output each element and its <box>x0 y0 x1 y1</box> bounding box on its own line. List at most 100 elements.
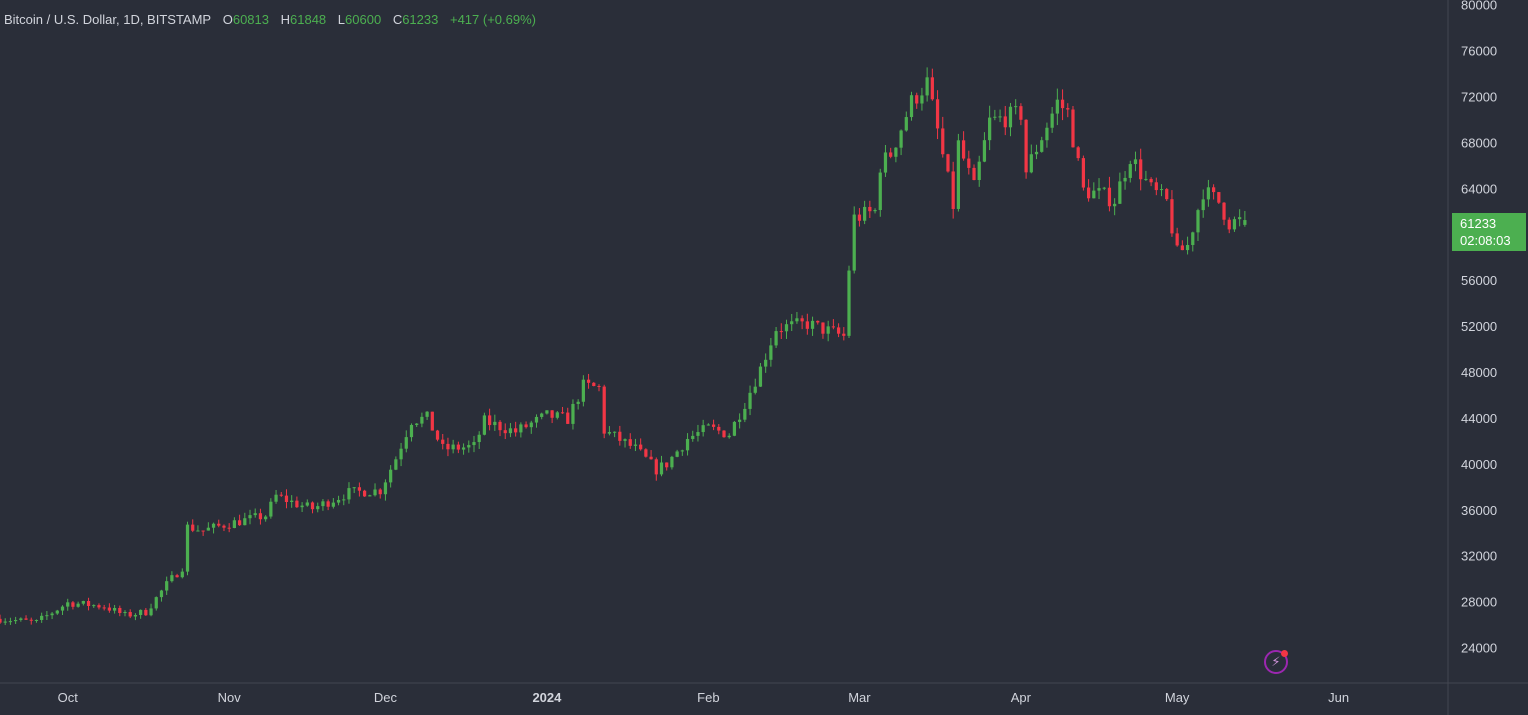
candle-body <box>784 324 789 332</box>
candle-body <box>446 443 450 450</box>
candle-body <box>284 495 289 503</box>
candle-body <box>373 489 377 496</box>
candle-body <box>1133 159 1138 165</box>
candle-body <box>961 140 966 159</box>
candle-body <box>1050 113 1054 128</box>
candle-body <box>1055 99 1059 114</box>
candle-body <box>274 494 278 502</box>
candle-body <box>982 140 987 162</box>
candle-body <box>461 447 466 450</box>
candle-body <box>1201 199 1205 211</box>
candle-body <box>1113 203 1117 207</box>
high-key: H <box>280 12 291 27</box>
candle-body <box>675 451 679 457</box>
candle-body <box>717 426 721 431</box>
candle-body <box>1222 202 1226 220</box>
candle-body <box>222 525 226 528</box>
candle-body <box>477 434 481 443</box>
lightning-bolt-icon[interactable]: ⚡ <box>1264 650 1288 674</box>
candle-body <box>232 520 237 529</box>
candle-body <box>170 575 174 582</box>
candle-body <box>988 117 992 141</box>
candle-body <box>805 321 809 329</box>
high-value: 61848 <box>290 12 327 27</box>
candle-body <box>1040 140 1044 152</box>
candle-body <box>149 608 153 616</box>
candle-body <box>290 500 294 503</box>
candle-body <box>399 448 403 460</box>
candle-body <box>404 437 408 449</box>
candle-body <box>748 392 752 409</box>
candle-body <box>659 462 664 475</box>
symbol-title: Bitcoin / U.S. Dollar, 1D, BITSTAMP <box>4 12 212 27</box>
candle-body <box>899 130 903 148</box>
candle-body <box>571 403 575 424</box>
candle-body <box>180 571 184 578</box>
candle-body <box>1144 178 1148 180</box>
x-tick-label: Apr <box>1011 690 1032 705</box>
candle-body <box>680 450 684 452</box>
candle-body <box>628 439 632 446</box>
candle-body <box>685 438 690 451</box>
y-tick-label: 32000 <box>1461 549 1497 564</box>
candle-body <box>1227 219 1231 230</box>
candle-body <box>753 386 757 393</box>
candle-body <box>55 610 59 614</box>
candle-body <box>50 613 54 616</box>
candle-body <box>529 422 533 428</box>
candle-body <box>409 424 414 438</box>
y-tick-label: 24000 <box>1461 641 1497 656</box>
candle-body <box>243 518 247 526</box>
candle-body <box>779 331 783 333</box>
candle-body <box>389 469 393 483</box>
candle-body <box>1159 189 1164 191</box>
candle-body <box>159 590 164 598</box>
candle-body <box>857 214 862 221</box>
candle-body <box>1118 181 1122 204</box>
candle-body <box>8 621 13 623</box>
y-tick-label: 36000 <box>1461 503 1497 518</box>
candle-body <box>493 421 497 426</box>
candle-body <box>118 607 122 613</box>
candle-body <box>769 345 773 360</box>
candle-body <box>191 524 195 531</box>
symbol-legend: Bitcoin / U.S. Dollar, 1D, BITSTAMP O608… <box>4 12 536 27</box>
candle-body <box>920 95 924 104</box>
candle-body <box>1217 192 1221 203</box>
candle-body <box>128 612 132 617</box>
candle-body <box>816 320 820 323</box>
last-price-label: 61233 02:08:03 <box>1452 213 1526 251</box>
candle-body <box>196 530 200 532</box>
candle-body <box>623 439 627 441</box>
y-tick-label: 76000 <box>1461 44 1497 59</box>
candle-body <box>889 152 893 157</box>
candle-body <box>519 424 523 433</box>
candle-body <box>248 515 252 519</box>
candle-body <box>378 489 382 495</box>
candle-body <box>586 379 591 383</box>
candle-body <box>842 333 846 336</box>
candle-body <box>368 495 372 497</box>
candle-body <box>102 607 106 609</box>
candle-body <box>336 499 341 503</box>
candle-body <box>800 318 804 322</box>
candle-body <box>524 424 528 428</box>
candle-body <box>1045 127 1049 141</box>
candle-body <box>71 602 75 607</box>
candle-body <box>972 167 976 181</box>
candle-body <box>836 327 841 334</box>
candle-body <box>66 602 70 607</box>
candle-body <box>1191 232 1195 245</box>
candle-body <box>1081 158 1086 188</box>
candle-body <box>935 99 940 129</box>
candle-body <box>487 415 492 426</box>
candle-body <box>1154 182 1158 191</box>
candle-body <box>1139 159 1143 180</box>
low-key: L <box>337 12 346 27</box>
y-tick-label: 56000 <box>1461 273 1497 288</box>
candle-body <box>441 439 445 444</box>
candle-body <box>894 147 898 157</box>
candle-body <box>1180 245 1184 251</box>
